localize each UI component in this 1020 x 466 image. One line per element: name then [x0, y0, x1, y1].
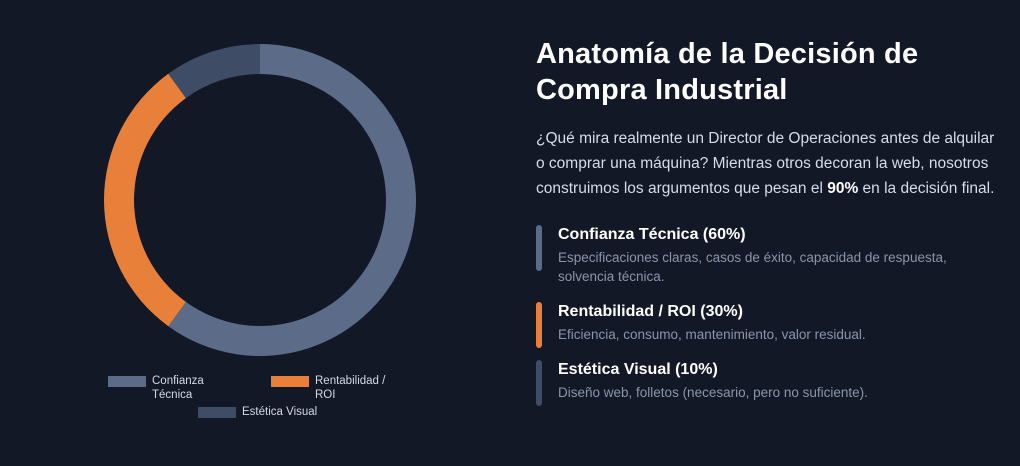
content-panel: Anatomía de la Decisión de Compra Indust…	[536, 36, 996, 406]
donut-chart-area: Confianza Técnica Rentabilidad / ROI Est…	[90, 30, 440, 430]
donut-slice-estetica[interactable]	[168, 44, 260, 99]
legend-swatch-rentabilidad	[271, 376, 309, 387]
factor-rentabilidad: Rentabilidad / ROI (30%) Eficiencia, con…	[536, 302, 996, 348]
intro-text: ¿Qué mira realmente un Director de Opera…	[536, 130, 995, 197]
legend-swatch-confianza	[108, 376, 146, 387]
donut-slice-confianza[interactable]	[168, 44, 416, 356]
intro-highlight: 90%	[827, 180, 859, 197]
donut-chart	[103, 44, 416, 356]
factor-bar-confianza	[536, 225, 542, 271]
title-line-1: Anatomía de la Decisión de	[536, 38, 919, 70]
factor-bar-rentabilidad	[536, 302, 542, 348]
factor-estetica: Estética Visual (10%) Diseño web, follet…	[536, 360, 996, 406]
title-line-2: Compra Industrial	[536, 74, 788, 106]
page-title: Anatomía de la Decisión de Compra Indust…	[536, 36, 996, 108]
factor-desc-rentabilidad: Eficiencia, consumo, mantenimiento, valo…	[558, 327, 866, 342]
factor-bar-estetica	[536, 360, 542, 406]
legend-item-rentabilidad[interactable]: Rentabilidad / ROI	[271, 374, 395, 402]
legend-item-confianza[interactable]: Confianza Técnica	[108, 374, 232, 402]
donut-slice-rentabilidad[interactable]	[103, 73, 186, 327]
factor-desc-confianza: Especificaciones claras, casos de éxito,…	[558, 250, 947, 284]
legend-label-rentabilidad: Rentabilidad / ROI	[315, 375, 386, 401]
legend-label-confianza: Confianza Técnica	[152, 375, 204, 401]
factor-title-confianza: Confianza Técnica (60%)	[558, 226, 746, 243]
intro-paragraph: ¿Qué mira realmente un Director de Opera…	[536, 126, 996, 201]
legend-label-estetica: Estética Visual	[242, 406, 318, 418]
factor-title-estetica: Estética Visual (10%)	[558, 361, 718, 378]
factor-confianza: Confianza Técnica (60%) Especificaciones…	[536, 225, 996, 286]
factor-desc-estetica: Diseño web, folletos (necesario, pero no…	[558, 385, 868, 400]
legend-item-estetica[interactable]: Estética Visual	[198, 405, 352, 419]
legend-swatch-estetica	[198, 407, 236, 418]
factor-title-rentabilidad: Rentabilidad / ROI (30%)	[558, 303, 743, 320]
intro-end: en la decisión final.	[858, 180, 995, 197]
